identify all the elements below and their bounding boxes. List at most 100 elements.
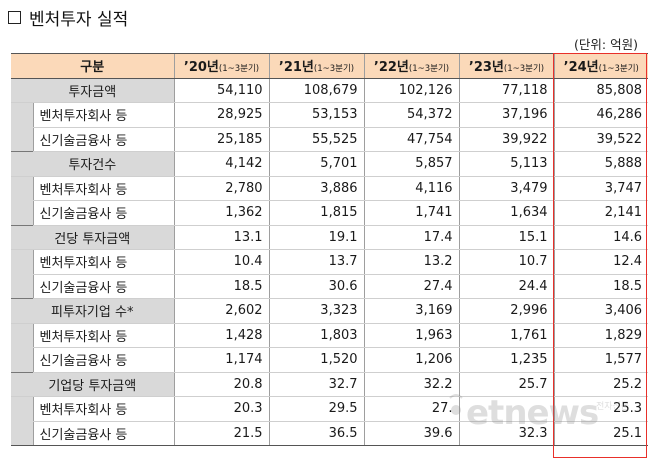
table-cell: 25.7 [458,371,555,397]
table-cell: 19.1 [268,224,365,250]
table-cell: 37,196 [458,102,555,128]
header-year: ’22년(1~3분기) [363,53,460,79]
table-cell: 46,286 [553,102,649,128]
indent-cell [11,421,33,446]
table-row: 벤처투자회사 등 10.4 13.7 13.2 10.7 12.4 [11,249,649,275]
table-row: 벤처투자회사 등 28,925 53,153 54,372 37,196 46,… [11,102,649,128]
table-cell: 1,963 [363,323,460,348]
indent-cell [11,274,33,299]
row-label: 신기술금융사 등 [32,274,175,299]
indent-cell [11,323,33,348]
header-year: ’23년(1~3분기) [458,53,555,79]
table-cell: 3,747 [553,176,649,201]
table-cell: 3,479 [458,176,555,201]
table-cell: 32.3 [458,421,555,446]
table-cell: 1,362 [173,200,270,226]
table-cell: 39,922 [458,127,555,152]
row-label: 신기술금융사 등 [32,200,175,226]
row-label: 벤처투자회사 등 [32,102,175,128]
table-cell: 1,829 [553,323,649,348]
table-row: 투자건수 4,142 5,701 5,857 5,113 5,888 [11,151,649,177]
row-label: 벤처투자회사 등 [32,396,175,422]
table-cell: 2,996 [458,298,555,324]
indent-cell [11,396,33,421]
table-cell: 3,886 [268,176,365,201]
table-cell: 3,323 [268,298,365,324]
table-cell: 1,577 [553,347,649,373]
table-cell: 13.1 [173,224,270,250]
header-year: ’24년(1~3분기) [553,53,649,79]
table-cell: 1,428 [173,323,270,348]
table-cell: 1,174 [173,347,270,373]
table-cell: 18.5 [173,274,270,299]
table-cell: 20.8 [173,371,270,397]
investment-table: 구분 ’20년(1~3분기) ’21년(1~3분기) ’22년(1~3분기) ’… [11,53,649,446]
header-label: 구분 [11,53,175,79]
table-row: 벤처투자회사 등 20.3 29.5 27. 25.3 [11,396,649,422]
table-cell: 5,857 [363,151,460,177]
table-cell: 54,110 [173,78,270,103]
table-row: 피투자기업 수* 2,602 3,323 3,169 2,996 3,406 [11,298,649,324]
row-label: 신기술금융사 등 [32,421,175,446]
group-label: 건당 투자금액 [11,224,175,250]
table-cell: 3,169 [363,298,460,324]
table-cell: 32.7 [268,371,365,397]
table-cell: 13.7 [268,249,365,275]
table-cell: 102,126 [363,78,460,103]
table-cell: 4,142 [173,151,270,177]
table-cell: 5,888 [553,151,649,177]
table-cell: 21.5 [173,421,270,446]
table-row: 신기술금융사 등 21.5 36.5 39.6 32.3 25.1 [11,421,649,446]
table-cell: 29.5 [268,396,365,422]
table-cell: 18.5 [553,274,649,299]
page-title: 벤처투자 실적 [8,4,128,30]
table-cell: 10.4 [173,249,270,275]
table-cell: 1,761 [458,323,555,348]
table-row: 투자금액 54,110 108,679 102,126 77,118 85,80… [11,78,649,103]
indent-cell [11,102,33,127]
table-cell: 15.1 [458,224,555,250]
table-cell: 25,185 [173,127,270,152]
row-label: 벤처투자회사 등 [32,176,175,201]
indent-cell [11,127,33,152]
table-row: 벤처투자회사 등 1,428 1,803 1,963 1,761 1,829 [11,323,649,348]
header-year: ’20년(1~3분기) [173,53,270,79]
table-cell: 20.3 [173,396,270,422]
table-cell: 54,372 [363,102,460,128]
table-cell: 85,808 [553,78,649,103]
table-cell: 1,520 [268,347,365,373]
table-cell: 3,406 [553,298,649,324]
table-cell [458,396,555,422]
table-cell: 55,525 [268,127,365,152]
table-cell: 10.7 [458,249,555,275]
table-cell: 13.2 [363,249,460,275]
table-cell: 25.2 [553,371,649,397]
table-cell: 32.2 [363,371,460,397]
table-cell: 39,522 [553,127,649,152]
table-cell: 2,780 [173,176,270,201]
group-label: 피투자기업 수* [11,298,175,324]
table-row: 신기술금융사 등 1,174 1,520 1,206 1,235 1,577 [11,347,649,373]
table-cell: 17.4 [363,224,460,250]
table-cell: 25.3 [553,396,649,422]
table-row: 건당 투자금액 13.1 19.1 17.4 15.1 14.6 [11,224,649,250]
row-label: 벤처투자회사 등 [32,249,175,275]
table-cell: 2,602 [173,298,270,324]
indent-cell [11,200,33,225]
table-row: 신기술금융사 등 18.5 30.6 27.4 24.4 18.5 [11,274,649,299]
indent-cell [11,249,33,274]
group-label: 투자건수 [11,151,175,177]
table-cell: 25.1 [553,421,649,446]
table-cell: 36.5 [268,421,365,446]
indent-cell [11,347,33,372]
indent-cell [11,176,33,201]
table-cell: 28,925 [173,102,270,128]
table-cell: 4,116 [363,176,460,201]
table-cell: 14.6 [553,224,649,250]
table-cell: 108,679 [268,78,365,103]
table-cell: 1,206 [363,347,460,373]
table-cell: 27. [363,396,460,422]
table-cell: 1,803 [268,323,365,348]
table-cell: 1,815 [268,200,365,226]
table-cell: 12.4 [553,249,649,275]
